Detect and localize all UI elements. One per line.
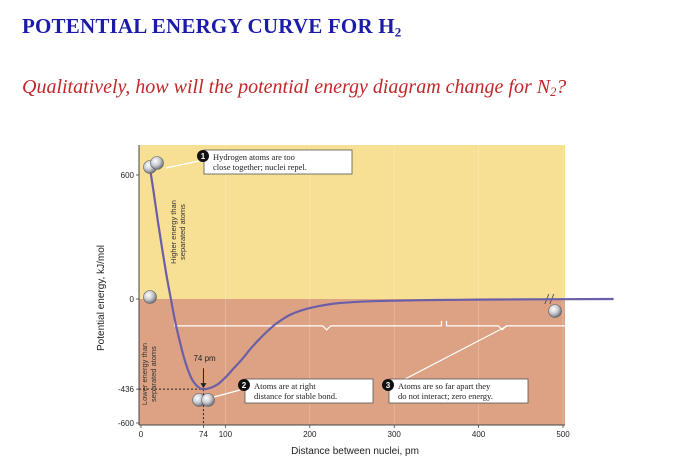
y-tick-label: 0 — [130, 295, 135, 304]
callout-1-number: 1 — [201, 152, 206, 161]
question-subscript: 2 — [550, 85, 557, 100]
callout-1-box — [203, 149, 353, 175]
x-axis-ticks: 0 74 100 200 300 400 500 — [139, 425, 570, 439]
y-tick-label: -600 — [118, 419, 135, 428]
atom-sphere — [548, 304, 562, 318]
x-axis-label: Distance between nuclei, pm — [291, 446, 419, 457]
question-end: ? — [556, 76, 567, 98]
bond-length-arrowhead — [200, 383, 207, 389]
callout-3-line-1: Atoms are so far apart they — [398, 381, 491, 391]
callout-1: 1 Hydrogen atoms are too close together;… — [165, 149, 353, 175]
atom-pair-bonded — [192, 393, 215, 407]
slide-title-subscript: 2 — [394, 24, 402, 40]
atom-far-apart — [548, 304, 562, 318]
callout-3-line-2: do not interact; zero energy. — [398, 391, 493, 401]
bond-length-label: 74 pm — [193, 354, 216, 363]
callout-3-box — [388, 378, 529, 404]
potential-energy-curve — [148, 164, 614, 391]
brace-far-region — [445, 320, 615, 331]
x-tick-label: 0 — [139, 430, 144, 439]
callout-2-box — [244, 378, 374, 404]
y-axis-label: Potential energy, kJ/mol — [96, 245, 107, 351]
y-tick-label: -436 — [118, 385, 135, 394]
callout-2-line-2: distance for stable bond. — [254, 391, 337, 401]
x-tick-label: 300 — [388, 430, 402, 439]
higher-energy-label-line-1: Higher energy than — [169, 200, 178, 264]
x-tick-label: 200 — [303, 430, 317, 439]
callout-3: 3 Atoms are so far apart they do not int… — [382, 325, 529, 404]
lower-energy-label-line-2: separated atoms — [149, 346, 158, 402]
atom-at-zero-energy — [143, 290, 157, 304]
lower-energy-label-line-1: Lower energy than — [140, 343, 149, 405]
callout-1-leader — [165, 160, 200, 169]
atom-sphere — [150, 156, 164, 170]
question-main: Qualitatively, how will the potential en… — [22, 76, 551, 98]
brace-bonding-region — [174, 320, 443, 331]
higher-energy-label-line-2: separated atoms — [178, 204, 187, 260]
x-tick-label: 74 — [199, 430, 208, 439]
callout-1-line-2: close together; nuclei repel. — [213, 162, 307, 172]
atom-pair-too-close — [143, 156, 164, 174]
callout-2-leader — [213, 389, 241, 398]
slide-title-main: POTENTIAL ENERGY CURVE FOR H — [22, 14, 395, 38]
callout-2-number-badge — [238, 379, 250, 391]
atom-sphere — [201, 393, 215, 407]
atom-sphere — [143, 290, 157, 304]
question-text: Qualitatively, how will the potential en… — [22, 76, 566, 100]
callout-2-number: 2 — [242, 381, 247, 390]
callout-3-number-badge — [382, 379, 394, 391]
callout-1-line-1: Hydrogen atoms are too — [213, 152, 295, 162]
callout-2-line-1: Atoms are at right — [254, 381, 316, 391]
y-tick-label: 600 — [121, 171, 135, 180]
callout-1-number-badge — [197, 150, 209, 162]
callout-3-number: 3 — [386, 381, 391, 390]
x-tick-label: 400 — [472, 430, 486, 439]
x-tick-label: 500 — [556, 430, 570, 439]
y-axis-ticks: 600 0 -436 -600 — [118, 171, 139, 428]
x-tick-label: 100 — [219, 430, 233, 439]
slide-title: POTENTIAL ENERGY CURVE FOR H2 — [22, 14, 402, 40]
callout-2: 2 Atoms are at right distance for stable… — [213, 378, 374, 404]
